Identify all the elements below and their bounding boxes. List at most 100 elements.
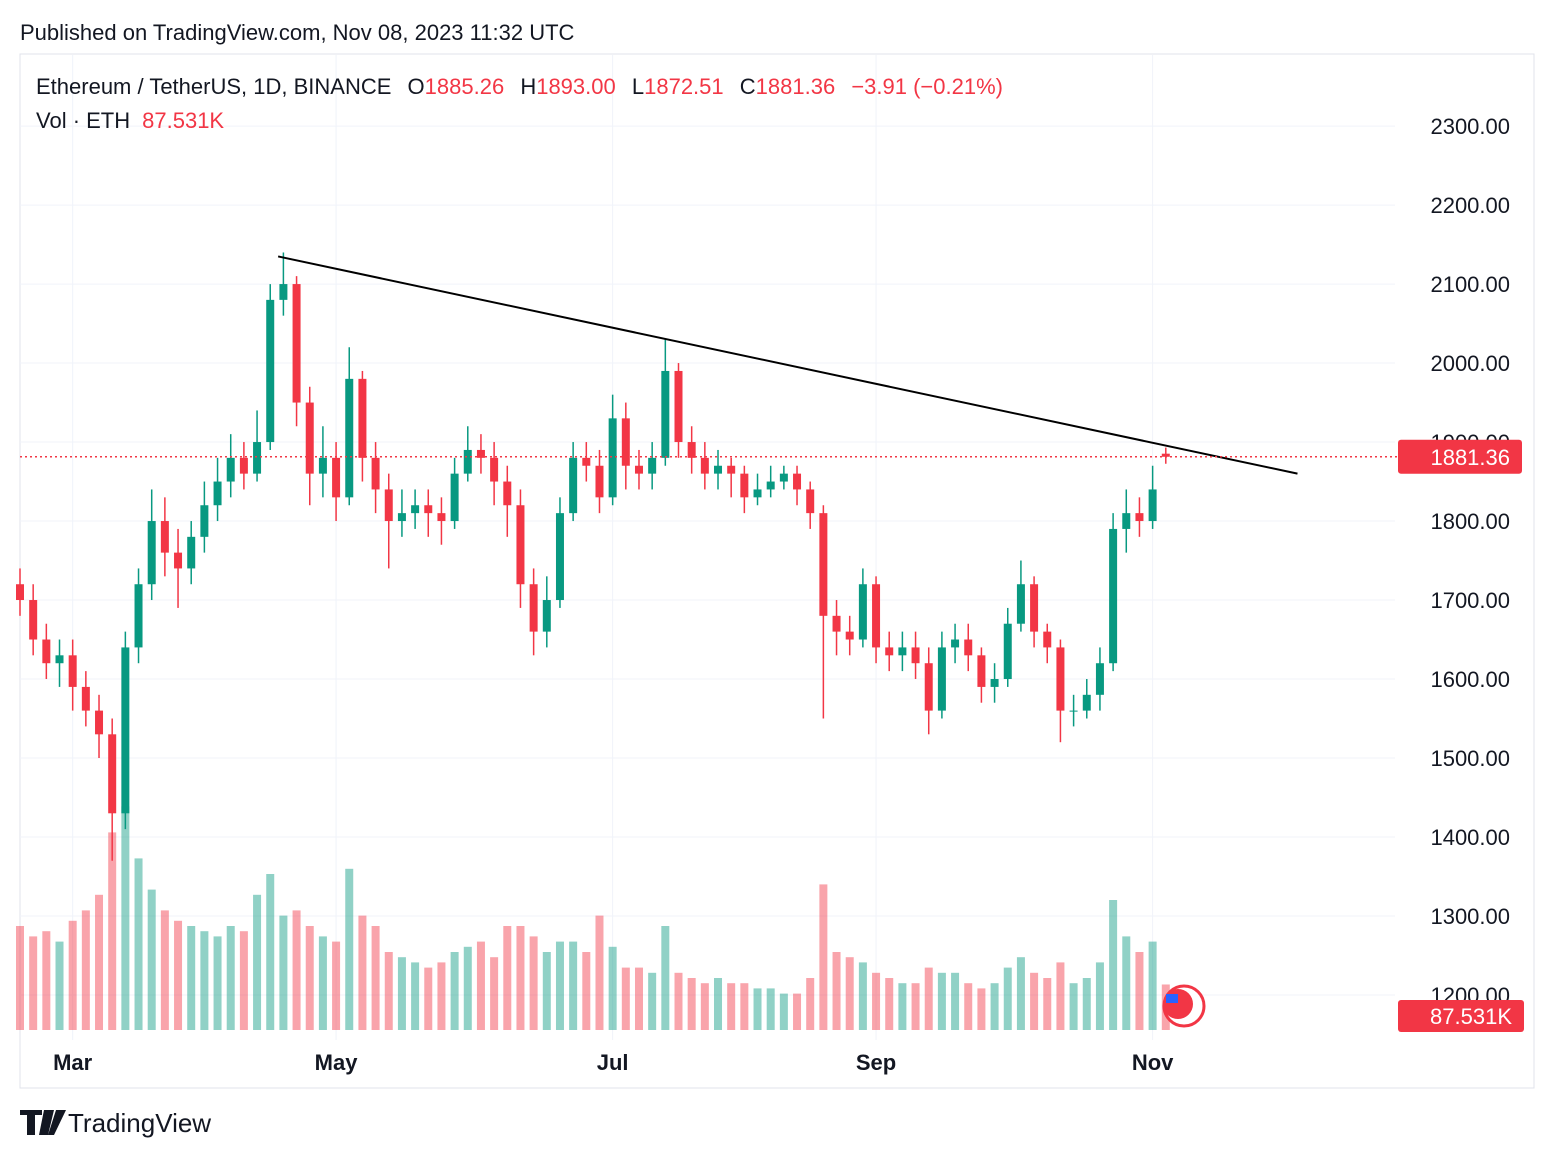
body <box>1148 489 1157 522</box>
body <box>81 686 90 711</box>
volume-bar <box>318 936 327 1030</box>
body <box>806 489 815 514</box>
volume-bar <box>16 926 24 1030</box>
volume-bar <box>1003 967 1012 1030</box>
volume-bar <box>819 884 828 1030</box>
body <box>503 481 512 506</box>
body <box>134 584 143 648</box>
volume-bar <box>332 941 341 1030</box>
volume-bar <box>740 983 749 1030</box>
volume-bar <box>476 941 485 1030</box>
x-tick-label: Jul <box>597 1050 629 1075</box>
body <box>345 378 354 498</box>
price-axis: 1200.001300.001400.001500.001600.001700.… <box>1430 114 1510 1008</box>
body <box>990 679 999 687</box>
body <box>779 473 788 482</box>
y-tick-label: 2100.00 <box>1430 272 1510 297</box>
vol-badge-bg <box>1398 1000 1524 1032</box>
volume-bar <box>42 931 51 1030</box>
volume-bar <box>608 946 617 1030</box>
vol-value: 87.531K <box>142 108 224 133</box>
volume-bar <box>634 967 643 1030</box>
volume-bar <box>555 941 564 1030</box>
volume-bar <box>621 967 630 1030</box>
c-label: C <box>740 74 756 99</box>
volume-bar <box>1135 952 1144 1030</box>
volume-bar <box>990 983 999 1030</box>
volume-bar <box>1030 972 1039 1030</box>
y-tick-label: 1800.00 <box>1430 509 1510 534</box>
volume-bar <box>1056 962 1065 1030</box>
body <box>305 402 314 474</box>
x-tick-label: Nov <box>1132 1050 1174 1075</box>
body <box>819 513 828 616</box>
volume-bar <box>595 915 604 1030</box>
volume-bar <box>898 983 907 1030</box>
body <box>95 710 104 735</box>
body <box>1043 631 1052 648</box>
volume-bar <box>160 910 169 1030</box>
volume-bar <box>213 936 222 1030</box>
body <box>292 284 301 403</box>
volume-bar <box>292 910 301 1030</box>
volume-bar <box>832 952 841 1030</box>
volume-bar <box>503 926 512 1030</box>
volume-bar <box>121 806 130 1030</box>
body <box>872 584 881 648</box>
y-tick-label: 2000.00 <box>1430 351 1510 376</box>
body <box>332 457 341 498</box>
volume-bar <box>582 952 591 1030</box>
volume-bar <box>253 894 262 1030</box>
vol-label: Vol · ETH <box>36 108 130 133</box>
body <box>832 615 841 632</box>
volume-bar <box>1148 941 1157 1030</box>
body <box>358 378 367 458</box>
body <box>200 505 209 537</box>
volume-bar <box>450 952 459 1030</box>
y-tick-label: 1700.00 <box>1430 588 1510 613</box>
body <box>595 465 604 498</box>
volume-bar <box>542 952 551 1030</box>
change: −3.91 (−0.21%) <box>851 74 1003 99</box>
volume-bar <box>661 926 670 1030</box>
l-label: L <box>632 74 644 99</box>
c-value: 1881.36 <box>756 74 836 99</box>
y-tick-label: 1500.00 <box>1430 746 1510 771</box>
o-value: 1885.26 <box>425 74 505 99</box>
volume-bar <box>200 931 209 1030</box>
volume-bar <box>1122 936 1131 1030</box>
body <box>1135 513 1144 522</box>
x-tick-label: Mar <box>53 1050 93 1075</box>
volume-bar <box>529 936 538 1030</box>
body <box>16 584 24 601</box>
volume-bar <box>727 983 736 1030</box>
body <box>661 370 670 458</box>
body <box>266 299 275 443</box>
body <box>911 647 920 664</box>
body <box>582 457 591 466</box>
symbol: Ethereum / TetherUS, 1D, BINANCE <box>36 74 391 99</box>
body <box>1082 694 1091 711</box>
l-value: 1872.51 <box>644 74 724 99</box>
volume-bar <box>806 978 815 1030</box>
volume-bar <box>95 894 104 1030</box>
vol-badge: 87.531K <box>1430 1004 1512 1029</box>
flag-icon <box>1162 984 1206 1028</box>
y-tick-label: 2200.00 <box>1430 193 1510 218</box>
brand: TradingView <box>68 1108 211 1138</box>
volume-bar <box>793 993 802 1030</box>
x-tick-label: Sep <box>856 1050 896 1075</box>
volume-bar <box>1109 900 1118 1030</box>
body <box>1003 623 1012 680</box>
volume-bar <box>674 972 683 1030</box>
volume-bar <box>714 978 723 1030</box>
body <box>411 505 420 514</box>
volume-bar <box>371 926 380 1030</box>
y-tick-label: 1600.00 <box>1430 667 1510 692</box>
body <box>1069 710 1078 712</box>
price-badge: 1881.36 <box>1430 445 1510 470</box>
volume-bar <box>108 832 117 1030</box>
body <box>727 465 736 474</box>
grid <box>20 55 1395 1040</box>
